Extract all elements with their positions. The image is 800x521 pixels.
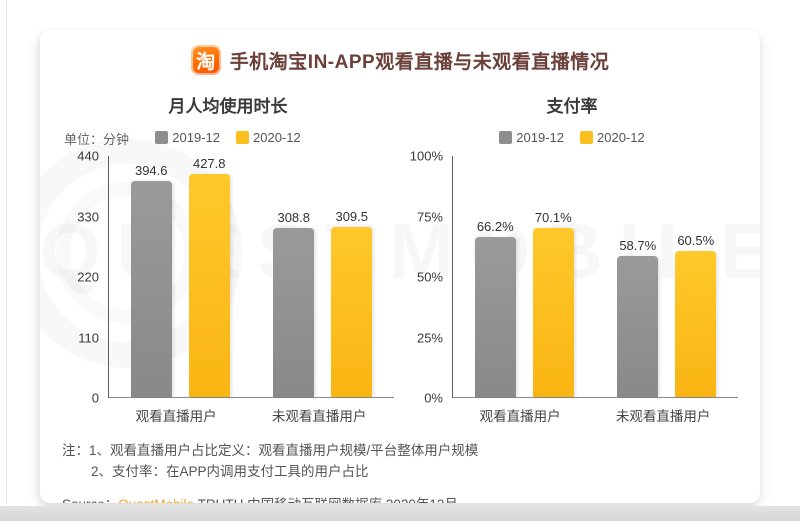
legend-label: 2019-12	[516, 129, 564, 145]
legend-swatch-icon	[155, 130, 169, 144]
y-axis: 440 330 220 110 0	[62, 149, 108, 406]
bar-value-label: 394.6	[134, 162, 168, 178]
source-line: Source：QuestMobile TRUTH 中国移动互联网数据库 2020…	[40, 483, 760, 503]
category-label: 观看直播用户	[479, 409, 561, 424]
bar-group: 394.6 427.8	[130, 156, 230, 397]
footnote-line-1: 注：1、观看直播用户占比定义：观看直播用户规模/平台整体用户规模	[62, 443, 479, 458]
bar-value-label: 60.5%	[677, 233, 715, 249]
bar-value-label: 66.2%	[476, 219, 514, 235]
footnote-line-2: 2、支付率：在APP内调用支付工具的用户占比	[91, 463, 369, 479]
chart-title: 月人均使用时长	[168, 97, 288, 116]
legend-swatch-icon	[580, 130, 593, 144]
bar-value-label: 70.1%	[534, 210, 572, 226]
plot: 100% 75% 50% 25% 0% 66.2% 70.1% 58.7% 60.5%	[406, 149, 738, 406]
bar-value-label: 308.8	[277, 209, 311, 225]
bar-2019-12	[273, 227, 315, 397]
y-axis-tick-label: 50%	[416, 269, 443, 285]
bar-column: 58.7%	[617, 156, 659, 397]
category-label: 未观看直播用户	[615, 409, 711, 424]
plot-area: 66.2% 70.1% 58.7% 60.5%	[452, 156, 738, 398]
legend-label: 2020-12	[253, 129, 301, 145]
chart-title: 支付率	[546, 97, 598, 116]
legend-item: 2020-12	[236, 130, 301, 145]
bar-column: 70.1%	[532, 156, 574, 397]
taobao-logo-icon: 淘	[190, 45, 221, 75]
x-labels: 观看直播用户 未观看直播用户	[108, 398, 394, 425]
legend-row: 单位：分钟 2019-12 2020-12	[62, 126, 394, 148]
source-suffix: TRUTH 中国移动互联网数据库 2020年12月	[194, 497, 458, 503]
charts-row: 月人均使用时长 单位：分钟 2019-12 2020-12 440 330 220 11…	[40, 75, 760, 425]
bar-value-label: 309.5	[335, 209, 369, 225]
legend-swatch-icon	[236, 130, 249, 144]
bar-column: 309.5	[331, 156, 373, 397]
legend-swatch-icon	[499, 130, 513, 144]
y-axis-tick-label: 220	[77, 269, 99, 285]
bar-value-label: 58.7%	[619, 237, 657, 253]
category-label: 观看直播用户	[135, 409, 217, 424]
unit-label: 单位：分钟	[64, 132, 130, 147]
bar-group: 308.8 309.5	[273, 156, 373, 397]
plot: 440 330 220 110 0 394.6 427.8 308.8 309.5	[62, 149, 394, 406]
footnotes: 注：1、观看直播用户占比定义：观看直播用户规模/平台整体用户规模 2、支付率：在…	[40, 425, 760, 483]
legend-item: 2019-12	[499, 130, 564, 145]
legend-label: 2019-12	[172, 129, 220, 145]
legend: 2019-12 2020-12	[499, 130, 645, 145]
legend-row: 2019-12 2020-12	[406, 126, 738, 148]
chart-panel-payment-rate: 支付率 2019-12 2020-12 100% 75% 50% 25% 0% 66.2%…	[400, 79, 744, 425]
card-header: 淘 手机淘宝IN-APP观看直播与未观看直播情况	[40, 30, 760, 75]
y-axis-tick-label: 0	[91, 390, 99, 406]
bar-column: 66.2%	[474, 156, 516, 397]
y-axis: 100% 75% 50% 25% 0%	[406, 149, 452, 406]
bar-column: 60.5%	[675, 156, 717, 397]
bar-2020-12	[532, 228, 574, 397]
bar-column: 394.6	[130, 156, 172, 397]
x-labels: 观看直播用户 未观看直播用户	[452, 398, 738, 425]
y-axis-tick-label: 330	[77, 209, 99, 224]
source-prefix: Source：	[62, 497, 118, 503]
source-brand: QuestMobile	[118, 497, 194, 503]
bar-group: 58.7% 60.5%	[617, 156, 717, 397]
bar-2019-12	[130, 180, 172, 397]
page-title: 手机淘宝IN-APP观看直播与未观看直播情况	[229, 51, 610, 73]
bar-2019-12	[617, 255, 659, 397]
bar-2019-12	[474, 237, 516, 397]
chart-panel-usage-time: 月人均使用时长 单位：分钟 2019-12 2020-12 440 330 220 11…	[56, 79, 400, 425]
bar-2020-12	[331, 227, 373, 397]
bar-column: 427.8	[188, 156, 230, 397]
y-axis-tick-label: 110	[78, 330, 99, 345]
bar-value-label: 427.8	[192, 156, 226, 171]
page-bottom-strip	[0, 506, 800, 521]
y-axis-tick-label: 0%	[424, 390, 443, 406]
bar-group: 66.2% 70.1%	[474, 156, 574, 397]
y-axis-tick-label: 440	[77, 148, 99, 164]
legend: 2019-12 2020-12	[155, 130, 301, 145]
bar-column: 308.8	[273, 156, 315, 397]
plot-area: 394.6 427.8 308.8 309.5	[108, 156, 394, 398]
bar-2020-12	[675, 251, 717, 397]
legend-item: 2019-12	[155, 130, 220, 145]
legend-label: 2020-12	[597, 129, 645, 145]
chart-card: QUESTMOBILE 淘 手机淘宝IN-APP观看直播与未观看直播情况 月人均…	[40, 30, 760, 503]
category-label: 未观看直播用户	[271, 409, 367, 424]
legend-item: 2020-12	[580, 130, 645, 145]
bar-2020-12	[188, 174, 230, 397]
y-axis-tick-label: 100%	[409, 148, 443, 164]
y-axis-tick-label: 25%	[416, 330, 443, 345]
y-axis-tick-label: 75%	[416, 209, 443, 224]
page-edge-line	[6, 0, 7, 505]
